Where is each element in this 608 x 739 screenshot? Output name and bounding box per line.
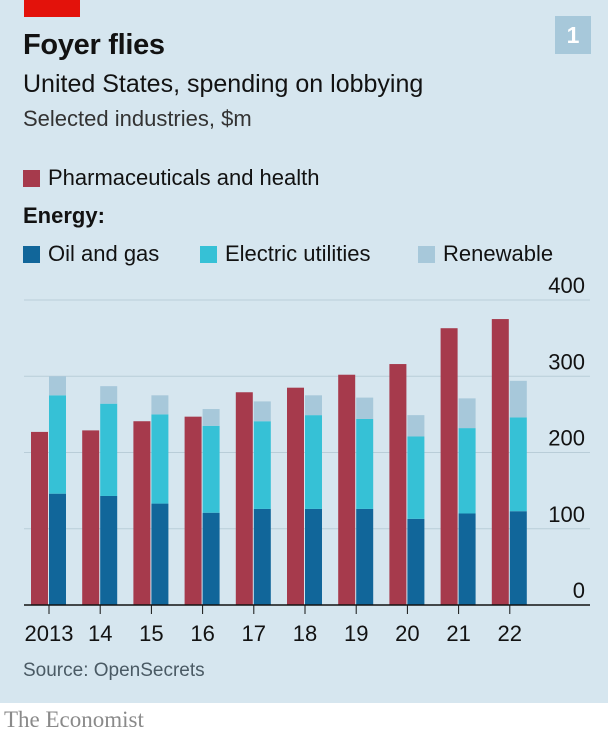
source-note: Source: OpenSecrets — [23, 660, 205, 681]
bar-pharma-20 — [389, 364, 407, 605]
legend-label-oil: Oil and gas — [48, 241, 160, 266]
bar-electric-16 — [202, 425, 220, 513]
bar-renewable-18 — [305, 395, 322, 416]
bar-electric-17 — [253, 421, 271, 509]
bar-oil-17 — [253, 508, 271, 605]
bar-electric-21 — [458, 428, 476, 514]
bar-renewable-14 — [100, 386, 118, 404]
chart-subtitle: United States, spending on lobbying — [23, 70, 424, 98]
bar-electric-18 — [305, 415, 322, 509]
bar-oil-20 — [407, 518, 425, 605]
publisher-logo: The Economist — [4, 707, 144, 732]
y-tick-label-300: 300 — [548, 349, 585, 374]
legend-swatch-renewable — [418, 245, 435, 263]
chart-panel: 1 Foyer flies United States, spending on… — [0, 0, 608, 703]
legend-swatch-electric — [200, 245, 217, 263]
x-tick-label-20: 20 — [395, 621, 419, 646]
bar-oil-16 — [202, 512, 220, 605]
y-tick-label-100: 100 — [548, 502, 585, 527]
chart-unit-line: Selected industries, $m — [23, 106, 252, 131]
legend-label-renewable: Renewable — [443, 241, 554, 266]
brand-red-bar — [24, 0, 80, 17]
bar-pharma-21 — [440, 328, 458, 605]
legend-item-oil: Oil and gas — [23, 241, 159, 267]
bar-chart: 0 100 200 300 400 2013 14 15 16 17 18 19 20 21 22 — [24, 273, 590, 646]
x-tick-label-17: 17 — [242, 621, 266, 646]
bar-renewable-22 — [509, 380, 527, 418]
bar-pharma-14 — [82, 430, 100, 605]
bar-renewable-20 — [407, 415, 425, 437]
x-tick-label-16: 16 — [190, 621, 214, 646]
bar-oil-18 — [305, 508, 322, 605]
legend-item-renewable: Renewable — [418, 241, 553, 267]
y-tick-label-400: 400 — [548, 273, 585, 298]
bar-pharma-19 — [338, 374, 356, 605]
bar-oil-15 — [151, 503, 169, 605]
legend-energy-heading: Energy: — [23, 203, 105, 228]
x-tick-label-14: 14 — [88, 621, 112, 646]
bar-electric-15 — [151, 414, 169, 504]
bar-electric-19 — [356, 418, 374, 509]
legend-label-pharma: Pharmaceuticals and health — [48, 165, 320, 190]
bar-renewable-15 — [151, 395, 169, 415]
bar-pharma-18 — [287, 387, 304, 605]
bar-electric-14 — [100, 403, 118, 496]
x-tick-label-22: 22 — [498, 621, 522, 646]
bar-oil-21 — [458, 513, 476, 605]
bar-oil-2013 — [49, 493, 66, 605]
bar-electric-20 — [407, 436, 425, 519]
bar-renewable-16 — [202, 409, 220, 426]
bar-oil-19 — [356, 508, 374, 605]
legend-item-electric: Electric utilities — [200, 241, 370, 267]
bar-renewable-19 — [356, 397, 374, 419]
bar-renewable-17 — [253, 401, 271, 422]
bar-electric-2013 — [49, 395, 66, 494]
bar-renewable-2013 — [49, 376, 66, 396]
bar-pharma-15 — [133, 421, 151, 605]
x-tick-label-18: 18 — [293, 621, 317, 646]
y-tick-label-200: 200 — [548, 426, 585, 451]
bar-pharma-16 — [184, 416, 202, 605]
bar-pharma-2013 — [31, 431, 48, 605]
legend-item-pharma: Pharmaceuticals and health — [23, 165, 320, 191]
legend-swatch-oil — [23, 245, 40, 263]
legend-label-electric: Electric utilities — [225, 241, 371, 266]
x-tick-label-2013: 2013 — [25, 621, 74, 646]
y-tick-label-0: 0 — [573, 578, 585, 603]
bar-oil-14 — [100, 495, 118, 605]
bar-renewable-21 — [458, 398, 476, 429]
chart-number-badge: 1 — [555, 16, 591, 54]
x-tick-label-21: 21 — [446, 621, 470, 646]
bar-pharma-22 — [491, 319, 509, 605]
x-tick-label-19: 19 — [344, 621, 368, 646]
x-tick-label-15: 15 — [139, 621, 163, 646]
bar-oil-22 — [509, 511, 527, 605]
bar-electric-22 — [509, 417, 527, 512]
legend-swatch-pharma — [23, 169, 40, 187]
chart-title: Foyer flies — [23, 29, 165, 61]
bar-pharma-17 — [235, 392, 253, 605]
